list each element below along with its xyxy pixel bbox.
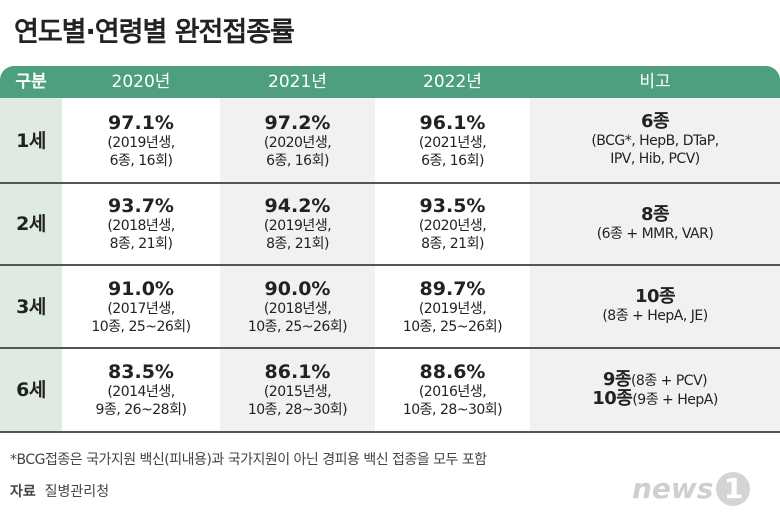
- table-cell: 3세: [0, 265, 62, 348]
- rate: 88.6%: [419, 361, 486, 383]
- rate: 91.0%: [108, 277, 174, 300]
- note-line: IPV, Hib, PCV): [610, 150, 700, 168]
- note-text: (6종 + MMR, VAR): [596, 225, 714, 242]
- detail: (2019년생,: [263, 218, 332, 234]
- age-label: 6세: [16, 379, 46, 401]
- note-line: 9종(8종 + PCV): [602, 369, 708, 390]
- detail: (2017년생,: [107, 300, 175, 317]
- detail: 6종, 16회): [266, 152, 329, 169]
- rate: 97.1%: [108, 111, 174, 134]
- note-line: 10종(9종 + HepA): [592, 390, 718, 409]
- rate: 90.0%: [264, 277, 331, 300]
- table-cell: 91.0% (2017년생, 10종, 25~26회): [62, 265, 220, 348]
- detail: (2014년생,: [107, 384, 175, 400]
- table-cell: 10종 (8종 + HepA, JE): [530, 265, 780, 348]
- detail: 10종, 25~26회): [91, 318, 191, 335]
- footnote: *BCG접종은 국가지원 백신(피내용)과 국가지원이 아닌 경피용 백신 접종…: [10, 452, 487, 468]
- detail: (2019년생,: [107, 134, 175, 151]
- logo-mark: 1: [716, 472, 751, 506]
- note-line: 10종: [634, 286, 676, 307]
- rate: 96.1%: [419, 111, 486, 134]
- note-text: (8종 + PCV): [630, 373, 708, 389]
- rate: 83.5%: [108, 361, 174, 383]
- table-cell: 6종 (BCG*, HepB, DTaP, IPV, Hib, PCV): [530, 98, 780, 183]
- detail: 6종, 16회): [109, 152, 173, 169]
- detail: 8종, 21회): [421, 236, 484, 252]
- detail: (2019년생,: [418, 300, 487, 317]
- row-divider: [0, 347, 780, 349]
- note-bold: 8종: [640, 203, 670, 225]
- source-label: 자료: [10, 484, 36, 500]
- detail: 9종, 26~28회): [95, 402, 187, 418]
- header-cell: 비고: [639, 72, 671, 92]
- note-bold: 9종: [602, 369, 632, 390]
- header-bar: [0, 66, 780, 98]
- table-cell: 97.2% (2020년생, 6종, 16회): [220, 98, 375, 183]
- detail: (2018년생,: [107, 218, 175, 234]
- detail: 10종, 25~26회): [402, 318, 503, 335]
- note-text: (9종 + HepA): [632, 392, 718, 408]
- detail: 10종, 28~30회): [247, 402, 348, 418]
- note-line: 6종: [640, 111, 670, 132]
- table-cell: 6세: [0, 348, 62, 432]
- note-bold: 6종: [640, 111, 670, 132]
- rate: 93.5%: [419, 195, 486, 217]
- header-cell: 2022년: [423, 72, 482, 92]
- table-cell: 96.1% (2021년생, 6종, 16회): [375, 98, 530, 183]
- note-text: (BCG*, HepB, DTaP,: [591, 133, 719, 149]
- rate: 89.7%: [419, 277, 486, 300]
- logo-text: news: [632, 472, 714, 505]
- table-cell: 83.5% (2014년생, 9종, 26~28회): [62, 348, 220, 432]
- row-divider: [0, 264, 780, 266]
- table-cell: 9종(8종 + PCV) 10종(9종 + HepA): [530, 348, 780, 432]
- title: 연도별·연령별 완전접종률: [14, 17, 295, 48]
- detail: (2018년생,: [263, 300, 332, 317]
- table-cell: 1세: [0, 98, 62, 183]
- table-cell: 88.6% (2016년생, 10종, 28~30회): [375, 348, 530, 432]
- table-cell: 93.7% (2018년생, 8종, 21회): [62, 183, 220, 265]
- table-cell: 89.7% (2019년생, 10종, 25~26회): [375, 265, 530, 348]
- age-label: 2세: [16, 213, 46, 235]
- table-cell: 93.5% (2020년생, 8종, 21회): [375, 183, 530, 265]
- note-bold: 10종: [634, 286, 676, 307]
- table-cell: 90.0% (2018년생, 10종, 25~26회): [220, 265, 375, 348]
- table-cell: 86.1% (2015년생, 10종, 28~30회): [220, 348, 375, 432]
- detail: 8종, 21회): [266, 236, 329, 252]
- rate: 86.1%: [264, 361, 331, 383]
- source: 자료 질병관리청: [10, 481, 109, 501]
- note-text: (8종 + HepA, JE): [602, 308, 708, 324]
- row-divider: [0, 431, 780, 433]
- detail: 10종, 25~26회): [247, 318, 348, 335]
- table-cell: 97.1% (2019년생, 6종, 16회): [62, 98, 220, 183]
- header-cell: 2020년: [111, 72, 171, 92]
- note-text: IPV, Hib, PCV): [610, 151, 700, 167]
- detail: (2020년생,: [263, 134, 332, 151]
- note-line: (BCG*, HepB, DTaP,: [591, 132, 719, 150]
- note-bold: 10종: [592, 388, 633, 409]
- header-cell: 2021년: [268, 72, 327, 92]
- logo: news 1: [632, 472, 751, 506]
- detail: (2016년생,: [418, 384, 487, 400]
- header-cell: 구분: [15, 72, 47, 92]
- detail: (2020년생,: [418, 218, 487, 234]
- age-label: 1세: [16, 129, 46, 152]
- table-cell: 94.2% (2019년생, 8종, 21회): [220, 183, 375, 265]
- source-text: 질병관리청: [44, 484, 110, 500]
- table-cell: 2세: [0, 183, 62, 265]
- detail: 6종, 16회): [421, 152, 484, 169]
- rate: 94.2%: [264, 195, 331, 217]
- note-line: (8종 + HepA, JE): [602, 307, 708, 325]
- table-cell: 8종 (6종 + MMR, VAR): [530, 183, 780, 265]
- note-line: 8종: [640, 203, 670, 225]
- detail: (2021년생,: [418, 134, 487, 151]
- detail: (2015년생,: [263, 384, 332, 400]
- rate: 97.2%: [264, 111, 331, 134]
- age-label: 3세: [16, 295, 46, 318]
- note-line: (6종 + MMR, VAR): [597, 225, 714, 243]
- detail: 8종, 21회): [109, 236, 173, 252]
- detail: 10종, 28~30회): [402, 402, 503, 418]
- row-divider: [0, 182, 780, 184]
- rate: 93.7%: [108, 195, 174, 217]
